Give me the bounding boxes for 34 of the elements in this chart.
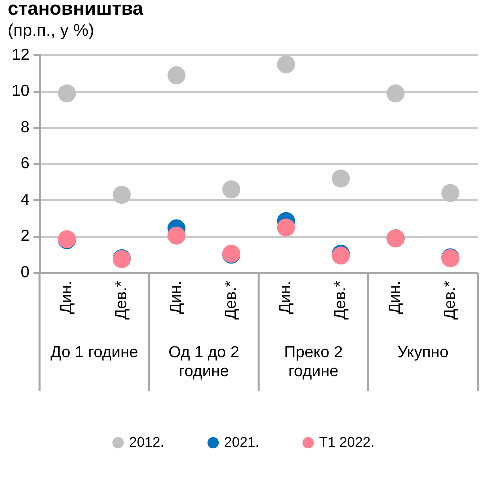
point bbox=[386, 84, 405, 103]
text: Преко 2 године bbox=[284, 344, 344, 380]
point bbox=[58, 84, 76, 103]
x-tick-label: Дин. bbox=[387, 281, 404, 314]
y-tick-label: 2 bbox=[20, 228, 30, 246]
text: До 1 године bbox=[50, 344, 139, 362]
x-tick-label: Дин. bbox=[278, 281, 295, 314]
point bbox=[277, 56, 296, 74]
text: Од 1 до 2 године bbox=[168, 344, 240, 380]
point bbox=[168, 226, 186, 245]
point bbox=[168, 66, 186, 85]
y-tick-label: 6 bbox=[20, 156, 30, 173]
point bbox=[222, 180, 241, 199]
point bbox=[112, 186, 131, 204]
y-tick-label: 12 bbox=[12, 47, 30, 64]
point bbox=[442, 184, 460, 202]
x-tick-label: Дев.* bbox=[113, 281, 130, 320]
legend-label: 2021. bbox=[224, 434, 260, 450]
legend-label: Т1 2022. bbox=[319, 434, 375, 450]
chart-subtitle: (пр.п., у %) bbox=[8, 20, 96, 42]
legend-label: 2012. bbox=[129, 434, 164, 450]
chart-title: становништва bbox=[8, 0, 144, 20]
x-tick-label: Дев.* bbox=[442, 281, 460, 320]
y-tick-label: 8 bbox=[20, 119, 30, 136]
y-tick-label: 0 bbox=[20, 264, 30, 282]
x-tick-label: Дев.* bbox=[332, 281, 350, 320]
point bbox=[277, 218, 296, 237]
point bbox=[332, 170, 350, 188]
x-tick-label: Дев.* bbox=[222, 281, 240, 320]
x-tick-label: Дин. bbox=[58, 281, 76, 314]
text: Укупно bbox=[398, 344, 449, 362]
y-tick-label: 4 bbox=[20, 192, 30, 209]
x-tick-label: Дин. bbox=[168, 281, 186, 314]
y-tick-label: 10 bbox=[12, 83, 30, 100]
